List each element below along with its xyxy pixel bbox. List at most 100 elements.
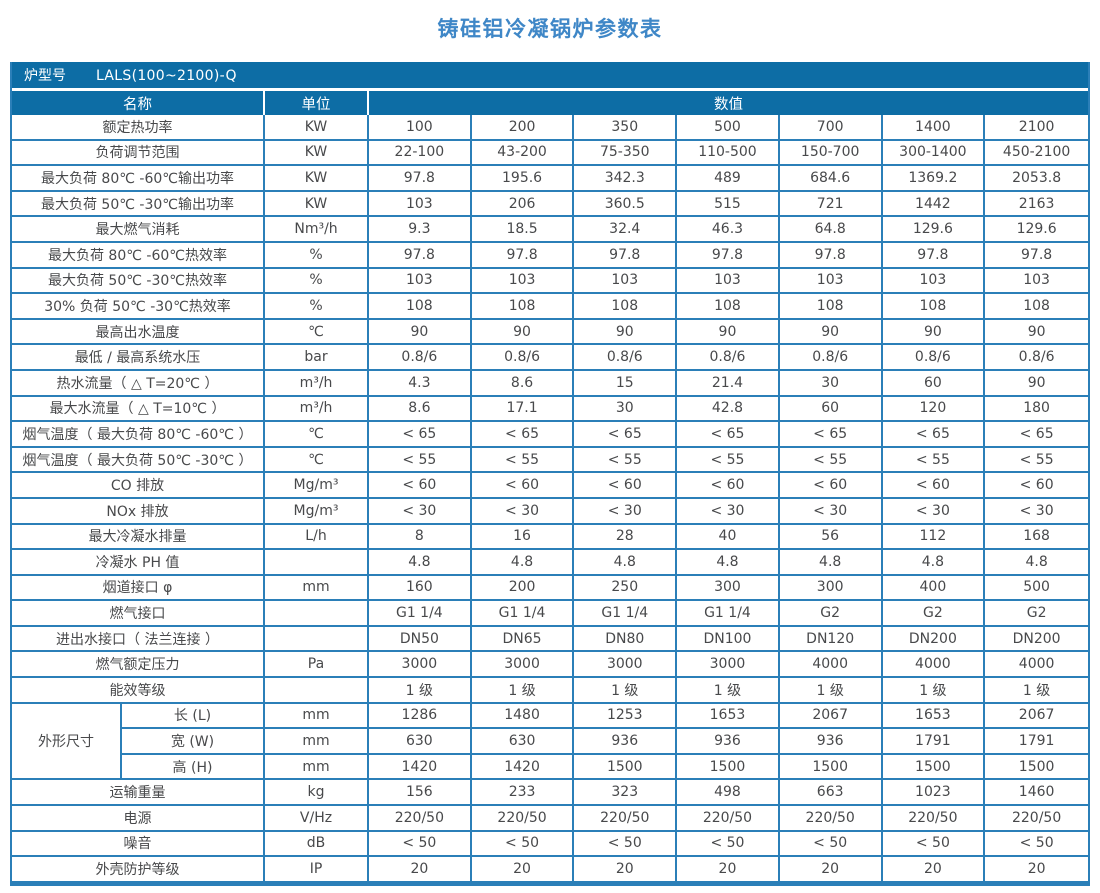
- cell-value: 342.3: [574, 166, 678, 192]
- table-row: 热水流量（ △ T=20℃ ） m³/h 4.3 8.6 15 21.4 30 60 90: [12, 370, 1088, 397]
- row-unit: mm: [265, 754, 369, 781]
- cell-value: < 30: [471, 498, 575, 525]
- row-unit: KW: [265, 191, 369, 218]
- column-header-value: 数值: [369, 91, 1088, 115]
- cell-value: 90: [779, 319, 883, 346]
- cell-value: 30: [779, 370, 883, 397]
- cell-value: 97.8: [369, 242, 472, 269]
- cell-value: 97.8: [882, 242, 986, 269]
- table-row: 进出水接口（ 法兰连接 ） DN50 DN65 DN80 DN100 DN120 DN200…: [12, 626, 1088, 653]
- cell-value: 32.4: [574, 217, 678, 243]
- cell-value: G1 1/4: [677, 601, 780, 627]
- cell-value: 156: [369, 780, 472, 807]
- cell-value: DN120: [779, 626, 883, 653]
- row-name: 进出水接口（ 法兰连接 ）: [12, 626, 265, 653]
- cell-value: DN100: [677, 626, 780, 653]
- cell-value: 3000: [471, 652, 575, 679]
- cell-value: 110-500: [677, 140, 780, 167]
- cell-value: 3000: [369, 652, 472, 679]
- cell-value: 0.8/6: [985, 345, 1088, 371]
- row-name: 额定热功率: [12, 115, 265, 141]
- cell-value: 700: [779, 115, 883, 141]
- row-unit: mm: [265, 575, 369, 602]
- cell-value: 630: [369, 729, 472, 755]
- table-row: 高 (H) mm 1420 1420 1500 1500 1500 1500 1500: [12, 754, 1088, 781]
- cell-value: 2067: [779, 703, 883, 730]
- cell-value: 75-350: [574, 140, 678, 167]
- table-row: 电源 V/Hz 220/50 220/50 220/50 220/50 220/50 220/…: [12, 806, 1088, 832]
- cell-value: 220/50: [882, 806, 986, 832]
- row-unit: ℃: [265, 319, 369, 346]
- cell-value: 936: [574, 729, 678, 755]
- cell-value: 4.3: [369, 370, 472, 397]
- cell-value: DN80: [574, 626, 678, 653]
- table-row: 最大负荷 80℃ -60℃热效率% 97.8 97.8 97.8 97.8 97.8 97.…: [12, 242, 1088, 269]
- table-row: 冷凝水 PH 值 4.8 4.8 4.8 4.8 4.8 4.8 4.8: [12, 550, 1088, 576]
- cell-value: 489: [677, 166, 780, 192]
- table-row: 最大冷凝水排量 L/h 8 16 28 40 56 112 168: [12, 524, 1088, 551]
- table-row: 运输重量 kg 156 233 323 498 663 1023 1460: [12, 780, 1088, 807]
- cell-value: 103: [369, 268, 472, 295]
- row-unit: %: [265, 242, 369, 269]
- row-subname: 长 (L): [122, 703, 265, 730]
- row-unit: V/Hz: [265, 806, 369, 832]
- cell-value: 97.8: [471, 242, 575, 269]
- cell-value: < 55: [677, 447, 780, 474]
- row-name: 热水流量（ △ T=20℃ ）: [12, 370, 265, 397]
- row-name: 烟气温度（ 最大负荷 80℃ -60℃ ）: [12, 422, 265, 448]
- cell-value: 1442: [882, 191, 986, 218]
- cell-value: < 30: [677, 498, 780, 525]
- cell-value: 1460: [985, 780, 1088, 807]
- cell-value: 20: [882, 857, 986, 883]
- cell-value: 60: [779, 396, 883, 423]
- table-row: 负荷调节范围 KW 22-100 43-200 75-350 110-500 150-700…: [12, 140, 1088, 167]
- cell-value: 663: [779, 780, 883, 807]
- cell-value: 1500: [779, 754, 883, 781]
- cell-value: 103: [677, 268, 780, 295]
- row-name: 外壳防护等级: [12, 857, 265, 883]
- table-row: 外壳防护等级 IP 20 20 20 20 20 20 20: [12, 857, 1088, 883]
- row-unit: [265, 601, 369, 627]
- cell-value: < 65: [574, 422, 678, 448]
- cell-value: 97.8: [369, 166, 472, 192]
- row-name: CO 排放: [12, 473, 265, 499]
- row-name: 最大冷凝水排量: [12, 524, 265, 551]
- cell-value: 8.6: [471, 370, 575, 397]
- spec-table-container: 炉型号 LALS(100~2100)-Q 名称 单位 数值 额定热功率 KW 100 2…: [10, 62, 1090, 886]
- cell-value: 0.8/6: [471, 345, 575, 371]
- row-name: 30% 负荷 50℃ -30℃热效率: [12, 294, 265, 320]
- cell-value: < 60: [369, 473, 472, 499]
- cell-value: < 30: [882, 498, 986, 525]
- cell-value: < 65: [882, 422, 986, 448]
- cell-value: 200: [471, 575, 575, 602]
- cell-value: 4000: [985, 652, 1088, 679]
- cell-value: 30: [574, 396, 678, 423]
- row-unit: Pa: [265, 652, 369, 679]
- cell-value: < 55: [574, 447, 678, 474]
- cell-value: 515: [677, 191, 780, 218]
- row-name: 最低 / 最高系统水压: [12, 345, 265, 371]
- cell-value: 1 级: [882, 678, 986, 704]
- row-name: 燃气额定压力: [12, 652, 265, 679]
- cell-value: G1 1/4: [471, 601, 575, 627]
- row-subname: 宽 (W): [122, 729, 265, 755]
- cell-value: 1500: [677, 754, 780, 781]
- model-header-cell: 炉型号 LALS(100~2100)-Q: [12, 62, 1088, 91]
- cell-value: G2: [985, 601, 1088, 627]
- cell-value: 90: [471, 319, 575, 346]
- row-name: 最大负荷 80℃ -60℃热效率: [12, 242, 265, 269]
- cell-value: DN200: [882, 626, 986, 653]
- row-unit: IP: [265, 857, 369, 883]
- cell-value: 450-2100: [985, 141, 1088, 167]
- cell-value: 20: [677, 857, 780, 883]
- cell-value: 0.8/6: [677, 345, 780, 371]
- cell-value: < 60: [677, 473, 780, 499]
- row-unit: m³/h: [265, 396, 369, 423]
- cell-value: 4.8: [779, 550, 883, 576]
- cell-value: 20: [369, 857, 472, 883]
- cell-value: 40: [677, 524, 780, 551]
- table-row: 燃气接口 G1 1/4 G1 1/4 G1 1/4 G1 1/4 G2 G2 G2: [12, 601, 1088, 627]
- table-row: CO 排放 Mg/m³ < 60 < 60 < 60 < 60 < 60 < 60 < 60: [12, 473, 1088, 499]
- cell-value: 1500: [985, 755, 1088, 781]
